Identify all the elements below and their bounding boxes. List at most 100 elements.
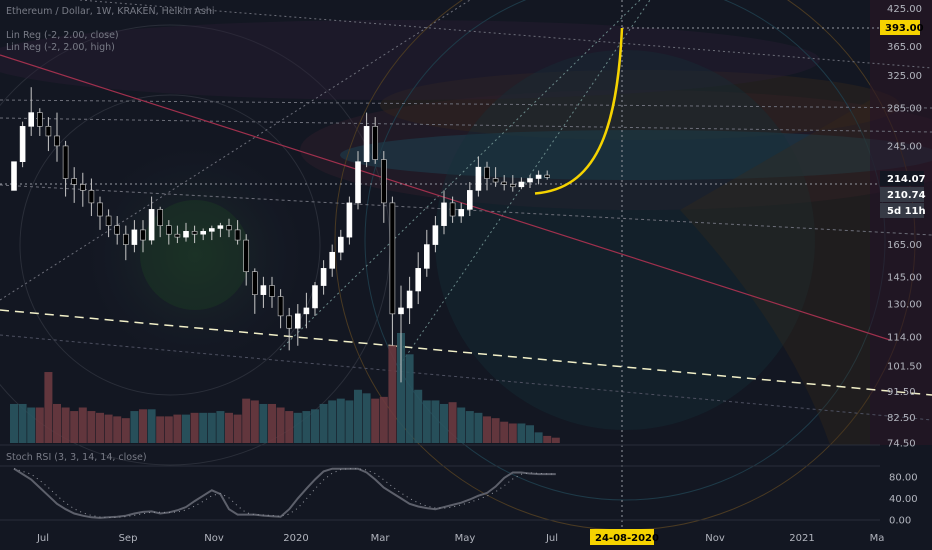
candle-body: [226, 225, 232, 231]
volume-bar: [276, 407, 285, 443]
fib-arc-fill: [435, 50, 815, 430]
volume-bar: [207, 412, 216, 443]
date-tag: 24-08-2020: [595, 533, 659, 544]
guide-line: [399, 0, 651, 366]
candle-body: [501, 181, 508, 185]
volume-bar: [319, 403, 328, 443]
volume-bar: [534, 432, 543, 443]
volume-bar: [362, 393, 371, 443]
candle-body: [157, 209, 163, 226]
candle-body: [217, 225, 224, 229]
volume-bar: [121, 418, 130, 443]
candle-body: [269, 285, 275, 297]
y-tick-label: 145.00: [887, 272, 922, 283]
x-tick-label: May: [455, 533, 476, 544]
volume-bar: [87, 411, 96, 443]
volume-bar: [285, 411, 294, 443]
volume-bar: [27, 407, 36, 443]
y-tick-label: 165.00: [887, 240, 922, 251]
x-tick-label: Jul: [545, 533, 558, 544]
volume-bar: [225, 412, 233, 443]
volume-bar: [113, 416, 122, 443]
volume-bar: [397, 333, 405, 443]
projection-curve: [534, 27, 624, 195]
volume-bar: [345, 400, 354, 443]
volume-bar: [182, 414, 190, 443]
legend: Ethereum / Dollar, 1W, KRAKEN, Heikin As…: [6, 6, 215, 463]
candle-body: [191, 231, 198, 235]
candle-body: [260, 285, 267, 295]
candle-body: [312, 285, 318, 309]
y-tick-label: 101.50: [887, 361, 922, 372]
volume-bar: [10, 403, 18, 443]
legend-linreg-close: Lin Reg (-2, 2.00, close): [6, 30, 119, 41]
stoch-rsi-pane: [0, 465, 880, 521]
candle-body: [243, 239, 249, 273]
candle-body: [54, 135, 60, 147]
candle-body: [148, 209, 155, 241]
orange-band: [680, 100, 870, 445]
osc-label: Stoch RSI (3, 3, 14, 14, close): [6, 452, 147, 463]
x-tick-label: Mar: [371, 533, 391, 544]
volume-bar: [354, 389, 362, 443]
candle-body: [28, 112, 35, 127]
date-tag-bg: [590, 529, 654, 545]
osc-y-axis: 80.00 40.00 0.00: [889, 472, 918, 526]
candle-body: [97, 202, 103, 217]
candle-body: [509, 184, 516, 188]
volume-bar: [242, 398, 251, 443]
y-axis: 425.00 365.00 325.00 285.00 245.00 165.00 145.…: [887, 4, 922, 450]
volume-bars: [10, 333, 560, 443]
volume-bar: [448, 402, 457, 443]
x-tick-label: Ma: [870, 533, 885, 544]
guide-line: [279, 0, 641, 351]
volume-bar: [483, 416, 491, 443]
candle-body: [389, 202, 396, 315]
fib-ellipse: [0, 20, 820, 100]
volume-bar: [551, 437, 560, 443]
osc-y-tick-label: 0.00: [889, 516, 911, 527]
candle-body: [363, 126, 370, 162]
y-tick-label: 114.00: [887, 332, 922, 343]
volume-bar: [164, 416, 173, 443]
x-tick-label: Jul: [36, 533, 49, 544]
candle-body: [45, 126, 52, 137]
candle-body: [131, 229, 138, 245]
candle-body: [166, 225, 172, 235]
y-tick-label: 365.00: [887, 42, 922, 53]
candle-body: [209, 228, 215, 232]
volume-bar: [139, 409, 147, 443]
volume-bar: [130, 411, 139, 443]
fib-ellipse: [300, 90, 932, 210]
candle-body: [36, 112, 43, 127]
candle-body: [80, 184, 86, 191]
volume-bar: [44, 372, 53, 443]
candle-body: [466, 190, 473, 210]
x-tick-label: 2021: [789, 533, 814, 544]
candle-body: [234, 229, 241, 241]
candle-body: [372, 126, 379, 160]
osc-y-tick-label: 80.00: [889, 472, 918, 483]
volume-bar: [465, 411, 474, 443]
countdown-tag: 5d 11h: [887, 206, 926, 217]
background-decoration: [0, 0, 932, 531]
volume-bar: [491, 418, 500, 443]
volume-bar: [414, 389, 423, 443]
x-tick-label: Nov: [204, 533, 224, 544]
y-tick-label: 325.00: [887, 71, 922, 82]
y-tick-label: 130.00: [887, 300, 922, 311]
volume-bar: [216, 411, 225, 443]
volume-bar: [96, 412, 104, 443]
volume-bar: [311, 409, 319, 443]
candle-body: [398, 307, 404, 315]
candle-body: [423, 244, 430, 269]
volume-bar: [431, 400, 440, 443]
projection: [534, 27, 624, 195]
guide-line: [0, 99, 932, 109]
candle-body: [535, 174, 542, 179]
y-tick-label: 82.50: [887, 413, 916, 424]
candle-body: [183, 231, 189, 238]
candle-body: [62, 145, 69, 179]
